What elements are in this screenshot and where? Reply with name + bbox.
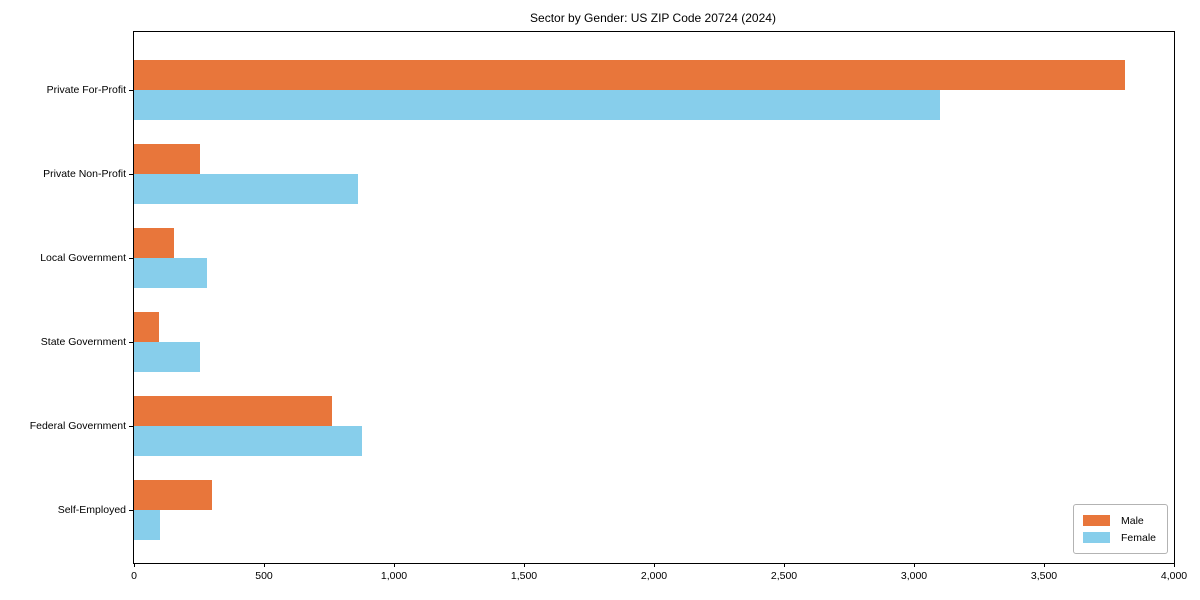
x-tick-mark-2000 <box>653 563 655 567</box>
x-tick-label-2000: 2,000 <box>640 570 668 582</box>
y-tick-label-self-employed: Self-Employed <box>57 504 126 516</box>
legend-label-female: Female <box>1120 531 1156 544</box>
bar-male-private-non-profit <box>134 144 201 174</box>
x-tick-mark-3500 <box>1043 563 1045 567</box>
x-tick-mark-500 <box>263 563 265 567</box>
x-tick-mark-3000 <box>913 563 915 567</box>
y-tick-label-private-for-profit: Private For-Profit <box>46 84 126 96</box>
x-tick-label-0: 0 <box>131 570 137 582</box>
bar-female-private-non-profit <box>134 174 358 204</box>
y-tick-mark-local-government <box>129 257 133 259</box>
legend-entry-male: Male <box>1082 512 1156 529</box>
x-tick-label-2500: 2,500 <box>770 570 798 582</box>
legend: Male Female <box>1072 504 1168 554</box>
x-tick-label-3500: 3,500 <box>1030 570 1058 582</box>
x-tick-label-1000: 1,000 <box>380 570 408 582</box>
bar-female-federal-government <box>134 426 362 456</box>
y-tick-label-state-government: State Government <box>40 336 126 348</box>
bar-female-self-employed <box>134 510 160 540</box>
plot-area: Private For-Profit Private Non-Profit Loca… <box>30 31 1187 582</box>
legend-entry-female: Female <box>1082 529 1156 546</box>
bar-male-federal-government <box>134 396 332 426</box>
bar-female-local-government <box>134 258 207 288</box>
legend-swatch-female <box>1082 532 1110 543</box>
bar-male-self-employed <box>134 480 212 510</box>
bar-male-private-for-profit <box>134 60 1125 90</box>
y-tick-label-local-government: Local Government <box>40 252 126 264</box>
x-tick-label-4000: 4,000 <box>1160 570 1188 582</box>
y-tick-label-federal-government: Federal Government <box>29 420 126 432</box>
bar-male-state-government <box>134 312 159 342</box>
x-tick-label-1500: 1,500 <box>510 570 538 582</box>
y-tick-mark-state-government <box>129 341 133 343</box>
x-tick-mark-0 <box>133 563 135 567</box>
y-tick-mark-private-for-profit <box>129 89 133 91</box>
y-tick-mark-private-non-profit <box>129 173 133 175</box>
x-tick-mark-4000 <box>1173 563 1175 567</box>
x-tick-label-3000: 3,000 <box>900 570 928 582</box>
legend-swatch-male <box>1082 515 1110 526</box>
bar-male-local-government <box>134 228 175 258</box>
chart-title: Sector by Gender: US ZIP Code 20724 (202… <box>530 11 776 25</box>
legend-label-male: Male <box>1120 514 1144 527</box>
x-tick-mark-1000 <box>393 563 395 567</box>
y-tick-mark-federal-government <box>129 425 133 427</box>
x-tick-mark-1500 <box>523 563 525 567</box>
y-tick-label-private-non-profit: Private Non-Profit <box>43 168 126 180</box>
x-tick-mark-2500 <box>783 563 785 567</box>
bar-female-state-government <box>134 342 201 372</box>
x-tick-label-500: 500 <box>255 570 273 582</box>
y-tick-mark-self-employed <box>129 509 133 511</box>
bar-female-private-for-profit <box>134 90 940 120</box>
